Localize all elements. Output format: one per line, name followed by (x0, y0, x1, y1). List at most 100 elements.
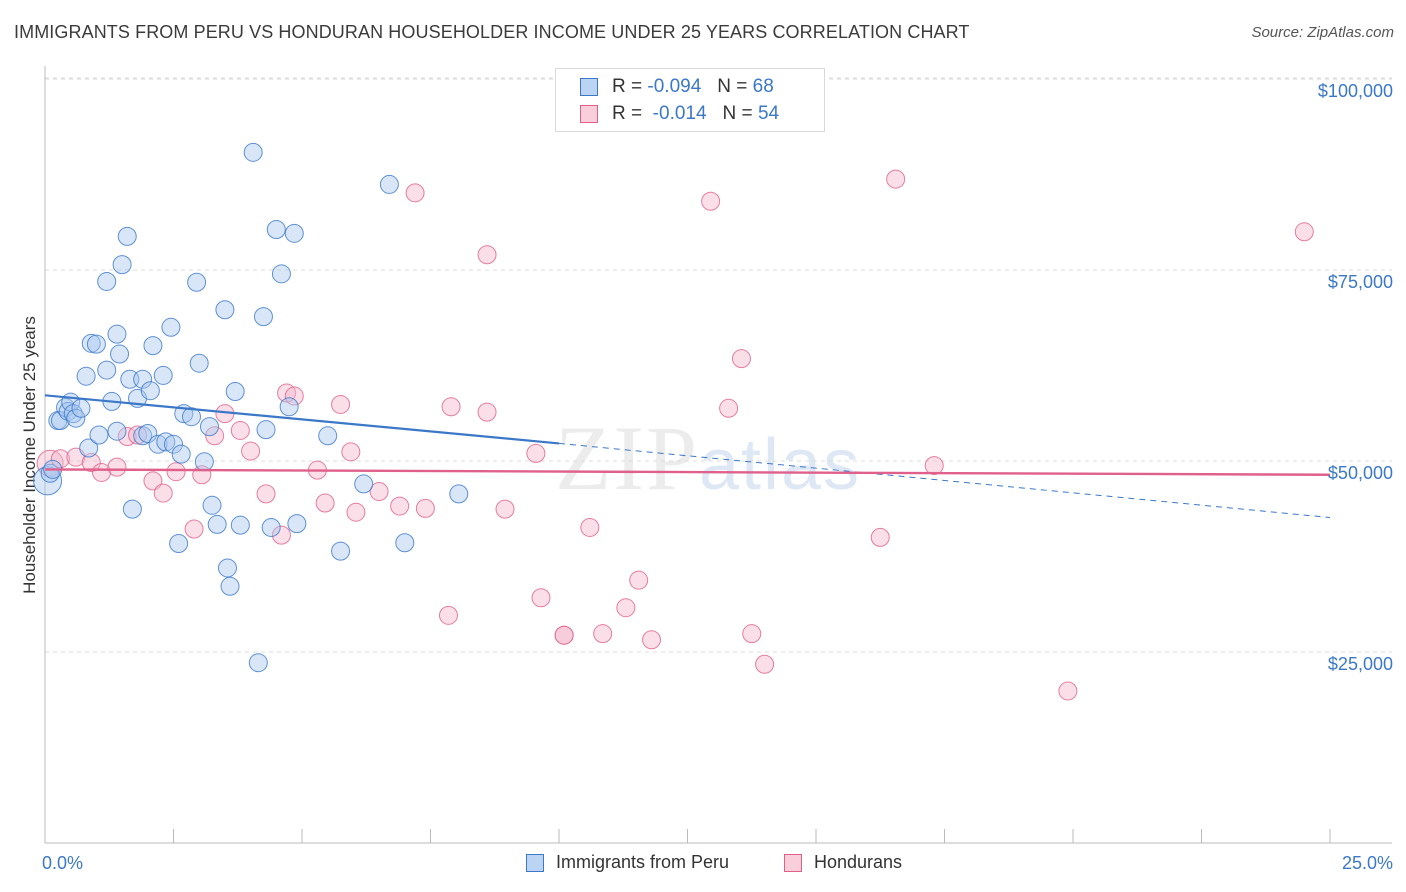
honduran-point (642, 630, 662, 650)
bottom-legend-swatch-peru (526, 853, 544, 872)
honduran-point (81, 453, 101, 473)
legend-r-value-hondurans: -0.014 (652, 103, 707, 124)
honduran-point (184, 519, 204, 539)
peru-point (449, 484, 469, 504)
peru-point (207, 514, 227, 534)
honduran-point (66, 447, 86, 467)
y-tick-label: $50,000 (1328, 463, 1393, 483)
legend-n-label: N = (722, 103, 753, 124)
honduran-point (870, 527, 890, 547)
peru-point (202, 495, 222, 515)
peru-point (107, 421, 127, 441)
legend-n-value-peru: 68 (752, 76, 774, 97)
peru-point (140, 381, 160, 401)
legend-r-label: R = (612, 103, 643, 124)
bottom-legend-hondurans: Hondurans (784, 852, 902, 873)
honduran-point (742, 624, 762, 644)
peru-point (217, 558, 237, 578)
peru-point (89, 425, 109, 445)
watermark: ZIPatlas (555, 405, 861, 511)
honduran-point (554, 625, 574, 645)
peru-point (143, 336, 163, 356)
honduran-point (230, 420, 250, 440)
honduran-point (616, 598, 636, 618)
peru-point (110, 344, 130, 364)
peru-point (220, 576, 240, 596)
honduran-point (441, 397, 461, 417)
honduran-point (593, 624, 613, 644)
honduran-point (92, 462, 112, 482)
peru-point (117, 226, 137, 246)
honduran-point (438, 605, 458, 625)
x-tick-label-start: 0.0% (42, 853, 83, 873)
peru-point (81, 333, 101, 353)
peru-point (161, 317, 181, 337)
peru-point (133, 426, 153, 446)
honduran-point (495, 499, 515, 519)
honduran-point (50, 449, 70, 469)
peru-point (187, 272, 207, 292)
honduran-point (477, 245, 497, 265)
peru-point (156, 432, 176, 452)
peru-point (164, 434, 183, 454)
bottom-legend-swatch-hondurans (784, 853, 802, 872)
honduran-point (128, 425, 148, 445)
peru-point (66, 408, 86, 428)
peru-point (107, 324, 127, 344)
peru-point (112, 255, 132, 275)
peru-point (138, 423, 158, 443)
legend: R = -0.094 N = 68 R = -0.014 N = 54 (555, 68, 825, 132)
hondurans-points (36, 169, 1314, 701)
peru-point (97, 360, 117, 380)
honduran-point (369, 482, 389, 502)
honduran-point (415, 498, 435, 518)
y-tick-label: $25,000 (1328, 654, 1393, 674)
bottom-legend-label-peru: Immigrants from Peru (556, 852, 730, 872)
peru-trend-extension (558, 442, 1331, 519)
honduran-point (731, 349, 751, 369)
gridlines (45, 77, 1392, 653)
peru-point (194, 452, 214, 472)
honduran-point (117, 427, 137, 447)
honduran-point (755, 654, 775, 674)
peru-point (253, 307, 273, 327)
y-tick-label: $100,000 (1318, 81, 1393, 101)
peru-point (331, 541, 351, 561)
peru-point (133, 369, 153, 389)
peru-point (76, 366, 96, 386)
peru-point (271, 264, 291, 284)
honduran-point (1294, 222, 1314, 242)
honduran-point (107, 457, 127, 477)
honduran-point (166, 462, 186, 482)
peru-point (199, 417, 219, 437)
peru-point (181, 407, 201, 427)
honduran-point (256, 484, 276, 504)
legend-n-label: N = (717, 76, 748, 97)
honduran-point (331, 394, 351, 414)
peru-point (86, 334, 106, 354)
legend-n-value-hondurans: 54 (757, 103, 780, 124)
peru-trend-line (44, 394, 560, 445)
chart-title: IMMIGRANTS FROM PERU VS HONDURAN HOUSEHO… (14, 22, 970, 42)
peru-point (279, 397, 299, 417)
honduran-point (405, 183, 425, 203)
honduran-point (315, 493, 335, 513)
peru-point (189, 353, 209, 373)
bottom-legend-peru: Immigrants from Peru (526, 852, 729, 873)
peru-point (171, 444, 191, 464)
honduran-point (719, 398, 739, 418)
legend-swatch-peru (580, 78, 598, 96)
peru-point (256, 420, 276, 440)
peru-point (230, 515, 250, 535)
honduran-point (629, 570, 649, 590)
peru-point (33, 466, 63, 496)
watermark-zip: ZIP (555, 407, 699, 509)
tick-labels: $25,000 $50,000 $75,000 $100,000 0.0% 25.0% (42, 81, 1393, 873)
peru-point (261, 517, 281, 537)
honduran-point (477, 402, 497, 422)
peru-point (243, 142, 263, 162)
peru-point (318, 426, 338, 446)
honduran-trend-line (44, 468, 1331, 476)
honduran-point (271, 525, 291, 545)
